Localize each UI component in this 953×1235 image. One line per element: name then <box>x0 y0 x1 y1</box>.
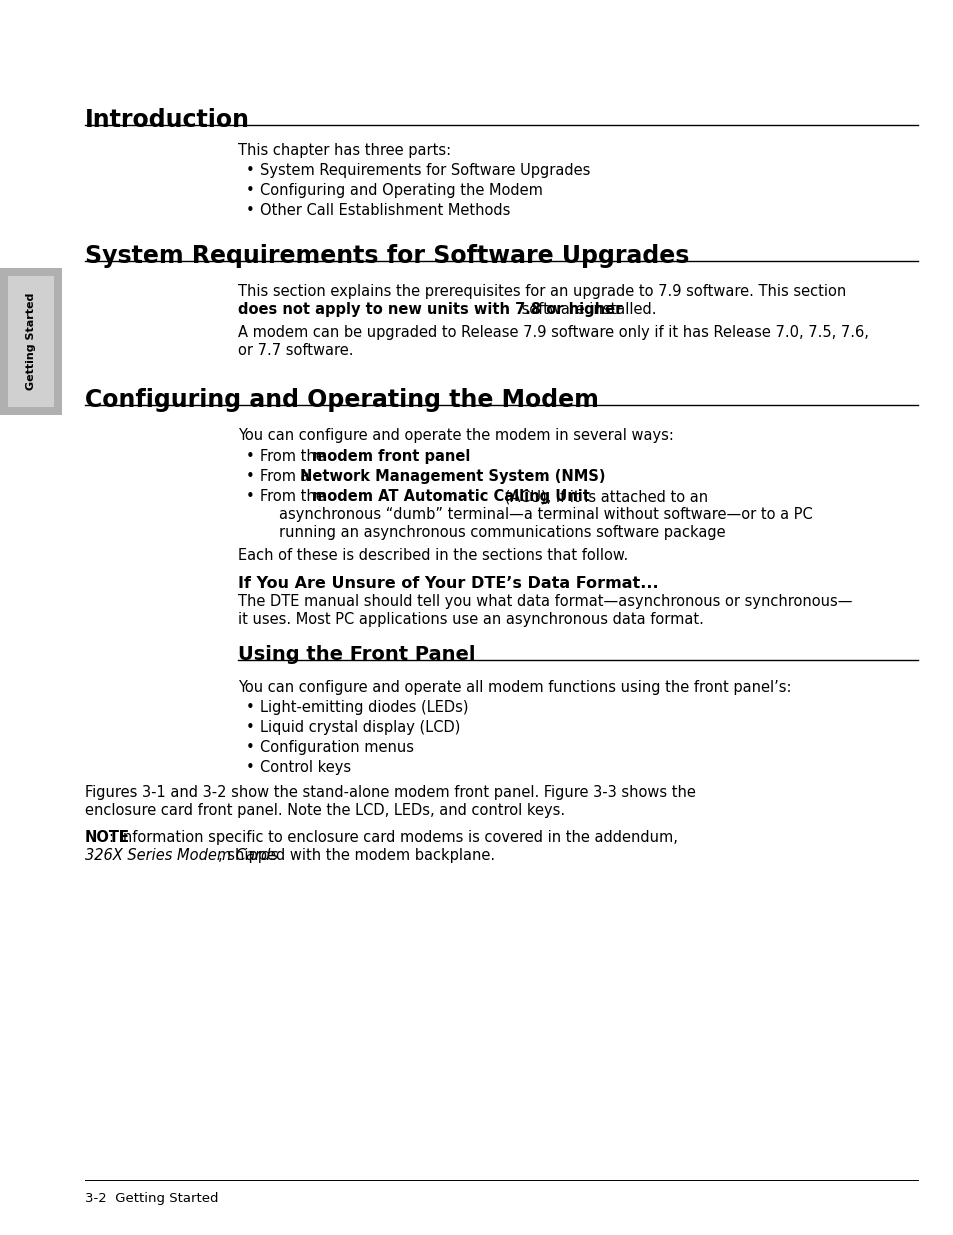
Text: software installed.: software installed. <box>517 303 656 317</box>
Text: (ACU), if it is attached to an: (ACU), if it is attached to an <box>499 489 707 504</box>
Text: modem front panel: modem front panel <box>312 450 470 464</box>
Text: From a: From a <box>260 469 314 484</box>
Text: : Information specific to enclosure card modems is covered in the addendum,: : Information specific to enclosure card… <box>110 830 678 845</box>
Text: You can configure and operate the modem in several ways:: You can configure and operate the modem … <box>237 429 673 443</box>
Text: •: • <box>246 760 254 776</box>
Text: 3-2  Getting Started: 3-2 Getting Started <box>85 1192 218 1205</box>
Text: modem AT Automatic Calling Unit: modem AT Automatic Calling Unit <box>312 489 589 504</box>
Text: •: • <box>246 183 254 198</box>
Text: Other Call Establishment Methods: Other Call Establishment Methods <box>260 203 510 219</box>
Text: System Requirements for Software Upgrades: System Requirements for Software Upgrade… <box>260 163 590 178</box>
Text: Getting Started: Getting Started <box>26 293 36 390</box>
Bar <box>8 275 54 408</box>
Text: Configuring and Operating the Modem: Configuring and Operating the Modem <box>85 388 598 412</box>
Text: •: • <box>246 450 254 464</box>
Text: does not apply to new units with 7.8 or higher: does not apply to new units with 7.8 or … <box>237 303 621 317</box>
Text: •: • <box>246 700 254 715</box>
Text: Network Management System (NMS): Network Management System (NMS) <box>300 469 605 484</box>
Text: NOTE: NOTE <box>85 830 130 845</box>
Text: Each of these is described in the sections that follow.: Each of these is described in the sectio… <box>237 548 628 563</box>
Text: •: • <box>246 163 254 178</box>
Text: Liquid crystal display (LCD): Liquid crystal display (LCD) <box>260 720 460 735</box>
Text: The DTE manual should tell you what data format—asynchronous or synchronous—: The DTE manual should tell you what data… <box>237 594 852 609</box>
Text: •: • <box>246 203 254 219</box>
Text: Control keys: Control keys <box>260 760 351 776</box>
Text: 326X Series Modem Cards: 326X Series Modem Cards <box>85 848 277 863</box>
Text: enclosure card front panel. Note the LCD, LEDs, and control keys.: enclosure card front panel. Note the LCD… <box>85 803 564 818</box>
Text: •: • <box>246 469 254 484</box>
Text: •: • <box>246 720 254 735</box>
Text: Light-emitting diodes (LEDs): Light-emitting diodes (LEDs) <box>260 700 468 715</box>
Text: •: • <box>246 489 254 504</box>
Text: If You Are Unsure of Your DTE’s Data Format...: If You Are Unsure of Your DTE’s Data For… <box>237 576 658 592</box>
Text: running an asynchronous communications software package: running an asynchronous communications s… <box>278 525 725 540</box>
Text: Introduction: Introduction <box>85 107 250 132</box>
Text: From the: From the <box>260 450 329 464</box>
Text: asynchronous “dumb” terminal—a terminal without software—or to a PC: asynchronous “dumb” terminal—a terminal … <box>278 508 812 522</box>
Text: Figures 3-1 and 3-2 show the stand-alone modem front panel. Figure 3-3 shows the: Figures 3-1 and 3-2 show the stand-alone… <box>85 785 695 800</box>
Text: it uses. Most PC applications use an asynchronous data format.: it uses. Most PC applications use an asy… <box>237 613 703 627</box>
Text: You can configure and operate all modem functions using the front panel’s:: You can configure and operate all modem … <box>237 680 791 695</box>
Text: , shipped with the modem backplane.: , shipped with the modem backplane. <box>217 848 495 863</box>
Bar <box>0 268 62 415</box>
Text: This section explains the prerequisites for an upgrade to 7.9 software. This sec: This section explains the prerequisites … <box>237 284 845 299</box>
Text: This chapter has three parts:: This chapter has three parts: <box>237 143 451 158</box>
Text: •: • <box>246 740 254 755</box>
Text: System Requirements for Software Upgrades: System Requirements for Software Upgrade… <box>85 245 689 268</box>
Text: Configuring and Operating the Modem: Configuring and Operating the Modem <box>260 183 542 198</box>
Text: From the: From the <box>260 489 329 504</box>
Text: Using the Front Panel: Using the Front Panel <box>237 645 475 664</box>
Text: A modem can be upgraded to Release 7.9 software only if it has Release 7.0, 7.5,: A modem can be upgraded to Release 7.9 s… <box>237 325 868 340</box>
Text: Configuration menus: Configuration menus <box>260 740 414 755</box>
Text: or 7.7 software.: or 7.7 software. <box>237 343 354 358</box>
